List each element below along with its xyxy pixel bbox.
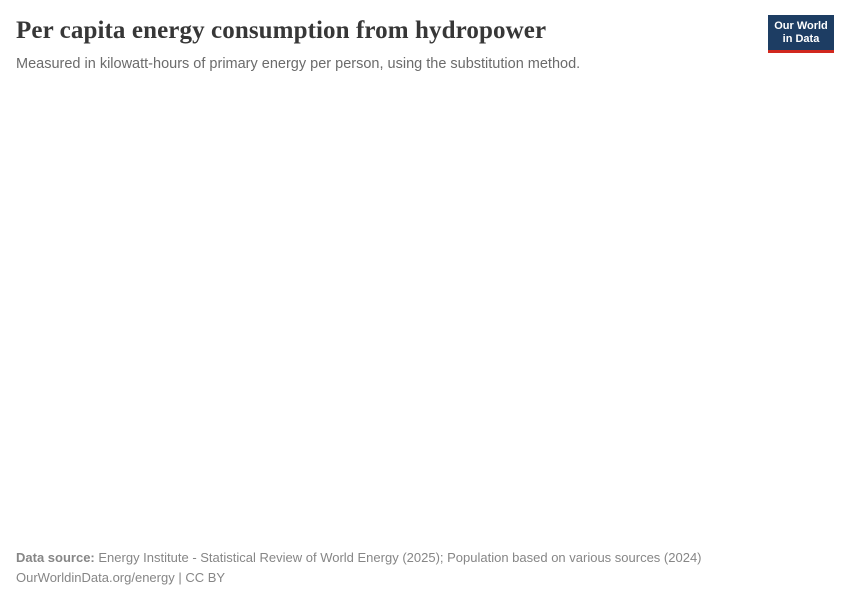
chart-header-text: Per capita energy consumption from hydro…: [16, 15, 580, 73]
chart-header: Per capita energy consumption from hydro…: [16, 15, 834, 73]
chart-title: Per capita energy consumption from hydro…: [16, 17, 547, 44]
license-link[interactable]: CC BY: [185, 570, 226, 585]
chart-subtitle: Measured in kilowatt-hours of primary en…: [16, 55, 581, 72]
owid-logo-line2: in Data: [782, 33, 820, 45]
owid-url-link[interactable]: OurWorldinData.org/energy: [16, 570, 175, 585]
chart-plot-area: [0, 90, 850, 542]
footer-separator: |: [174, 570, 186, 585]
data-source-text: Energy Institute - Statistical Review of…: [98, 550, 702, 565]
data-source-line: Data source: Energy Institute - Statisti…: [16, 548, 834, 568]
owid-logo-line1: Our World: [774, 20, 828, 32]
data-source-label: Data source:: [16, 550, 95, 565]
license-line: OurWorldinData.org/energy | CC BY: [16, 568, 834, 588]
chart-footer: Data source: Energy Institute - Statisti…: [16, 548, 834, 588]
owid-logo[interactable]: Our World in Data: [768, 15, 834, 53]
